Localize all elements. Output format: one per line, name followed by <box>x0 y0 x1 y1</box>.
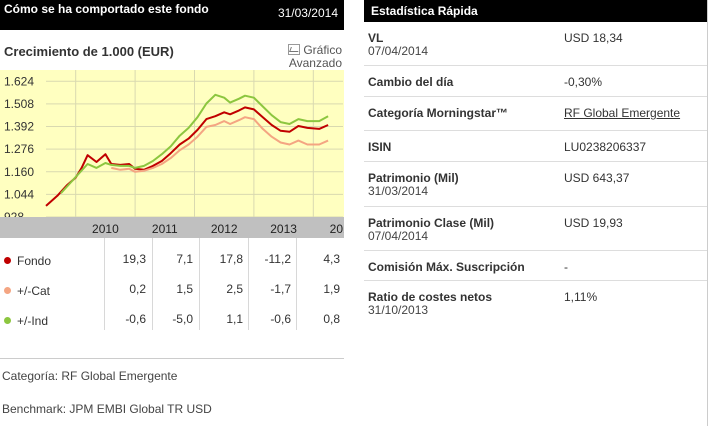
stat-value: 1,11% <box>564 290 598 304</box>
stat-date: 31/10/2013 <box>368 303 429 317</box>
column-separator <box>104 238 105 330</box>
performance-value: 7,1 <box>176 252 193 266</box>
y-tick-label: 1.392 <box>4 120 34 134</box>
column-separator <box>152 238 153 330</box>
performance-value: 0,8 <box>323 312 340 326</box>
series-line-cat <box>111 116 329 173</box>
performance-value: 0,2 <box>129 282 146 296</box>
stat-date: 31/03/2014 <box>368 184 429 198</box>
stat-row: Comisión Máx. Suscripción - <box>364 251 708 281</box>
performance-header-title: Cómo se ha comportado este fondo <box>4 2 209 16</box>
performance-value: 4,3 <box>323 252 340 266</box>
performance-value: -5,0 <box>172 312 193 326</box>
series-line-fondo <box>45 106 329 207</box>
performance-value: 19,3 <box>122 252 146 266</box>
chart-icon <box>288 44 301 55</box>
column-separator <box>248 238 249 330</box>
performance-value: 2,5 <box>226 282 243 296</box>
stat-label: Patrimonio (Mil) <box>368 171 459 185</box>
stat-label: Comisión Máx. Suscripción <box>368 260 525 274</box>
stat-label: Cambio del día <box>368 75 454 89</box>
performance-value: -0,6 <box>125 312 146 326</box>
stat-row: Patrimonio (Mil) 31/03/2014 USD 643,37 <box>364 162 708 207</box>
performance-value: -1,7 <box>270 282 291 296</box>
stat-label: Patrimonio Clase (Mil) <box>368 216 495 230</box>
stat-value: USD 19,93 <box>564 216 623 230</box>
legend-label: +/-Cat <box>17 284 51 298</box>
stat-row: Cambio del día -0,30% <box>364 66 708 97</box>
legend-dot-icon <box>4 287 11 294</box>
stat-value: USD 643,37 <box>564 171 630 185</box>
stat-date: 07/04/2014 <box>368 44 429 58</box>
benchmark-info: Benchmark: JPM EMBI Global TR USD <box>2 402 212 416</box>
y-tick-label: 1.044 <box>4 187 34 201</box>
stat-value: - <box>564 260 568 274</box>
column-separator <box>296 238 297 330</box>
performance-value: -0,6 <box>270 312 291 326</box>
stat-row: VL 07/04/2014 USD 18,34 <box>364 22 708 66</box>
advanced-chart-link[interactable]: Gráfico Avanzado <box>288 44 342 70</box>
chart-heading: Crecimiento de 1.000 (EUR) <box>4 44 174 59</box>
quick-stats-header: Estadística Rápida <box>364 0 708 22</box>
performance-header-date: 31/03/2014 <box>277 6 338 20</box>
series-line-ind <box>60 93 329 194</box>
quick-stats-panel: Estadística Rápida VL 07/04/2014 USD 18,34… <box>364 0 708 426</box>
column-separator <box>199 238 200 330</box>
category-link[interactable]: RF Global Emergente <box>564 106 681 120</box>
performance-header: Cómo se ha comportado este fondo 31/03/2… <box>0 0 344 30</box>
stat-label: Categoría Morningstar™ <box>368 106 509 120</box>
advanced-link-line2: Avanzado <box>288 56 342 70</box>
stat-value: -0,30% <box>564 75 603 89</box>
fund-performance-panel: Cómo se ha comportado este fondo 31/03/2… <box>0 0 344 426</box>
advanced-link-line1: Gráfico <box>303 43 342 57</box>
stat-label: Ratio de costes netos <box>368 290 493 304</box>
stat-date: 07/04/2014 <box>368 229 429 243</box>
x-tick-label: 2010 <box>92 222 119 236</box>
performance-row: Fondo 19,3 7,1 17,8 -11,2 4,3 <box>0 244 344 274</box>
stat-row: ISIN LU0238206337 <box>364 131 708 162</box>
x-axis-band <box>0 217 344 238</box>
performance-row: +/-Cat 0,2 1,5 2,5 -1,7 1,9 <box>0 274 344 304</box>
performance-row-label: +/-Cat <box>4 284 50 298</box>
stat-value: USD 18,34 <box>564 31 623 45</box>
performance-value: 1,9 <box>323 282 340 296</box>
stat-label: ISIN <box>368 140 392 154</box>
legend-label: Fondo <box>17 254 52 268</box>
legend-dot-icon <box>4 257 11 264</box>
category-info: Categoría: RF Global Emergente <box>2 369 178 383</box>
stat-row: Patrimonio Clase (Mil) 07/04/2014 USD 19,9… <box>364 207 708 251</box>
stat-row: Categoría Morningstar™ RF Global Emergent… <box>364 97 708 131</box>
x-tick-label: 2014 <box>330 222 344 236</box>
x-tick-label: 2013 <box>270 222 297 236</box>
performance-row: +/-Ind -0,6 -5,0 1,1 -0,6 0,8 <box>0 304 344 334</box>
growth-chart: 1.6241.5081.3921.2761.1601.0449282010201… <box>0 70 344 238</box>
stat-value: LU0238206337 <box>564 140 647 154</box>
divider <box>0 358 344 359</box>
stat-row: Ratio de costes netos 31/10/2013 1,11% <box>364 281 708 326</box>
performance-value: 17,8 <box>219 252 243 266</box>
stat-label: VL <box>368 31 384 45</box>
y-tick-label: 1.624 <box>4 74 34 88</box>
y-tick-label: 1.508 <box>4 97 34 111</box>
x-tick-label: 2011 <box>152 222 178 236</box>
performance-value: 1,5 <box>176 282 193 296</box>
legend-dot-icon <box>4 317 11 324</box>
y-tick-label: 1.160 <box>4 165 34 179</box>
performance-row-label: Fondo <box>4 254 51 268</box>
quick-stats-title: Estadística Rápida <box>371 4 478 18</box>
performance-row-label: +/-Ind <box>4 314 48 328</box>
performance-value: 1,1 <box>226 312 243 326</box>
y-tick-label: 1.276 <box>4 142 34 156</box>
x-tick-label: 2012 <box>211 222 238 236</box>
performance-value: -11,2 <box>264 252 291 266</box>
legend-label: +/-Ind <box>17 314 49 328</box>
